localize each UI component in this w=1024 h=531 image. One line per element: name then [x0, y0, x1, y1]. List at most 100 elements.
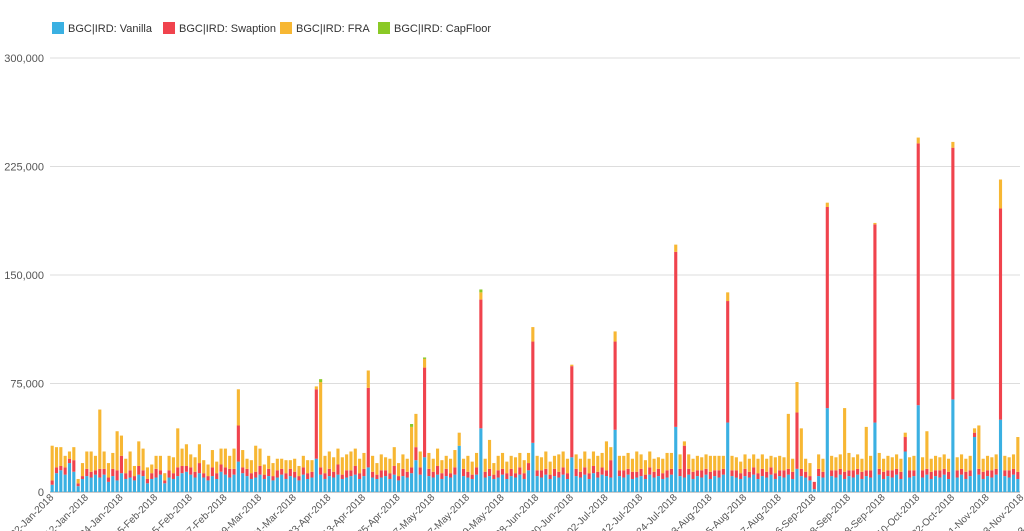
bar-segment[interactable]	[418, 467, 422, 475]
bar-segment[interactable]	[401, 476, 405, 492]
bar-segment[interactable]	[929, 478, 933, 492]
bar-segment[interactable]	[219, 448, 223, 465]
bar-stack[interactable]	[613, 331, 617, 492]
bar-segment[interactable]	[167, 455, 171, 471]
bar-segment[interactable]	[959, 468, 964, 475]
bar-segment[interactable]	[656, 457, 660, 469]
bar-segment[interactable]	[817, 454, 821, 469]
bar-segment[interactable]	[392, 447, 396, 466]
bar-segment[interactable]	[613, 331, 617, 342]
bar-stack[interactable]	[734, 457, 738, 492]
bar-segment[interactable]	[990, 457, 994, 471]
bar-segment[interactable]	[362, 476, 366, 492]
bar-segment[interactable]	[1003, 455, 1007, 471]
bar-segment[interactable]	[760, 476, 764, 492]
bar-segment[interactable]	[102, 468, 106, 475]
bar-stack[interactable]	[717, 455, 721, 492]
bar-segment[interactable]	[124, 473, 128, 479]
bar-stack[interactable]	[886, 455, 890, 492]
bar-segment[interactable]	[964, 471, 968, 479]
bar-segment[interactable]	[856, 474, 860, 492]
bar-stack[interactable]	[669, 452, 673, 492]
bar-segment[interactable]	[76, 478, 80, 484]
bar-segment[interactable]	[267, 455, 271, 469]
bar-segment[interactable]	[539, 457, 544, 471]
bar-segment[interactable]	[895, 468, 899, 475]
bar-segment[interactable]	[769, 455, 773, 468]
bar-stack[interactable]	[453, 450, 457, 492]
bar-stack[interactable]	[769, 455, 773, 492]
bar-segment[interactable]	[80, 463, 85, 477]
bar-segment[interactable]	[319, 467, 323, 475]
bar-segment[interactable]	[743, 476, 747, 492]
bar-stack[interactable]	[817, 454, 821, 492]
bar-segment[interactable]	[998, 419, 1003, 492]
bar-segment[interactable]	[760, 468, 764, 477]
bar-segment[interactable]	[124, 458, 128, 474]
bar-segment[interactable]	[76, 483, 80, 487]
bar-segment[interactable]	[232, 468, 236, 475]
bar-segment[interactable]	[241, 467, 245, 474]
legend-label[interactable]: BGC|IRD: CapFloor	[394, 23, 491, 35]
bar-segment[interactable]	[470, 461, 474, 475]
bar-stack[interactable]	[366, 370, 370, 492]
bar-stack[interactable]	[726, 292, 730, 492]
bar-segment[interactable]	[548, 461, 552, 475]
bar-segment[interactable]	[773, 478, 777, 492]
bar-segment[interactable]	[59, 465, 63, 471]
bar-stack[interactable]	[189, 454, 193, 492]
bar-segment[interactable]	[908, 457, 912, 471]
bar-stack[interactable]	[1007, 457, 1011, 492]
bar-segment[interactable]	[678, 476, 682, 492]
bar-segment[interactable]	[202, 460, 206, 474]
bar-segment[interactable]	[405, 471, 409, 478]
bar-segment[interactable]	[934, 455, 938, 471]
bar-stack[interactable]	[353, 448, 357, 492]
bar-segment[interactable]	[695, 476, 699, 492]
bar-segment[interactable]	[453, 450, 457, 468]
bar-segment[interactable]	[1007, 457, 1011, 471]
bar-stack[interactable]	[912, 455, 916, 492]
bar-stack[interactable]	[115, 431, 119, 492]
bar-segment[interactable]	[752, 474, 756, 492]
bar-segment[interactable]	[111, 476, 115, 492]
bar-segment[interactable]	[466, 455, 470, 472]
bar-segment[interactable]	[635, 451, 639, 472]
legend-label[interactable]: BGC|IRD: FRA	[296, 23, 370, 35]
bar-segment[interactable]	[163, 473, 167, 481]
bar-segment[interactable]	[180, 448, 184, 466]
bar-stack[interactable]	[297, 465, 301, 492]
bar-stack[interactable]	[882, 458, 886, 492]
bar-stack[interactable]	[674, 244, 678, 492]
bar-segment[interactable]	[223, 467, 227, 475]
bar-segment[interactable]	[700, 477, 704, 492]
bar-segment[interactable]	[397, 476, 401, 481]
bar-segment[interactable]	[323, 455, 327, 474]
bar-segment[interactable]	[470, 478, 474, 492]
bar-segment[interactable]	[128, 477, 132, 492]
bar-segment[interactable]	[622, 470, 626, 478]
bar-segment[interactable]	[968, 455, 972, 471]
bar-segment[interactable]	[423, 358, 427, 368]
bar-segment[interactable]	[206, 480, 210, 492]
bar-segment[interactable]	[72, 471, 76, 492]
bar-segment[interactable]	[115, 470, 119, 481]
bar-segment[interactable]	[682, 477, 686, 492]
bar-segment[interactable]	[327, 451, 331, 469]
bar-stack[interactable]	[635, 451, 639, 492]
bar-segment[interactable]	[895, 474, 899, 492]
bar-stack[interactable]	[232, 448, 236, 492]
bar-stack[interactable]	[461, 458, 466, 492]
bar-segment[interactable]	[561, 451, 565, 468]
bar-segment[interactable]	[154, 455, 158, 469]
bar-segment[interactable]	[314, 458, 318, 492]
bar-segment[interactable]	[886, 476, 890, 492]
bar-segment[interactable]	[431, 471, 435, 478]
bar-segment[interactable]	[786, 474, 790, 492]
bar-segment[interactable]	[76, 486, 80, 492]
bar-segment[interactable]	[301, 455, 305, 468]
bar-segment[interactable]	[994, 474, 998, 492]
bar-segment[interactable]	[570, 364, 574, 367]
bar-segment[interactable]	[284, 478, 288, 492]
bar-stack[interactable]	[384, 457, 388, 492]
